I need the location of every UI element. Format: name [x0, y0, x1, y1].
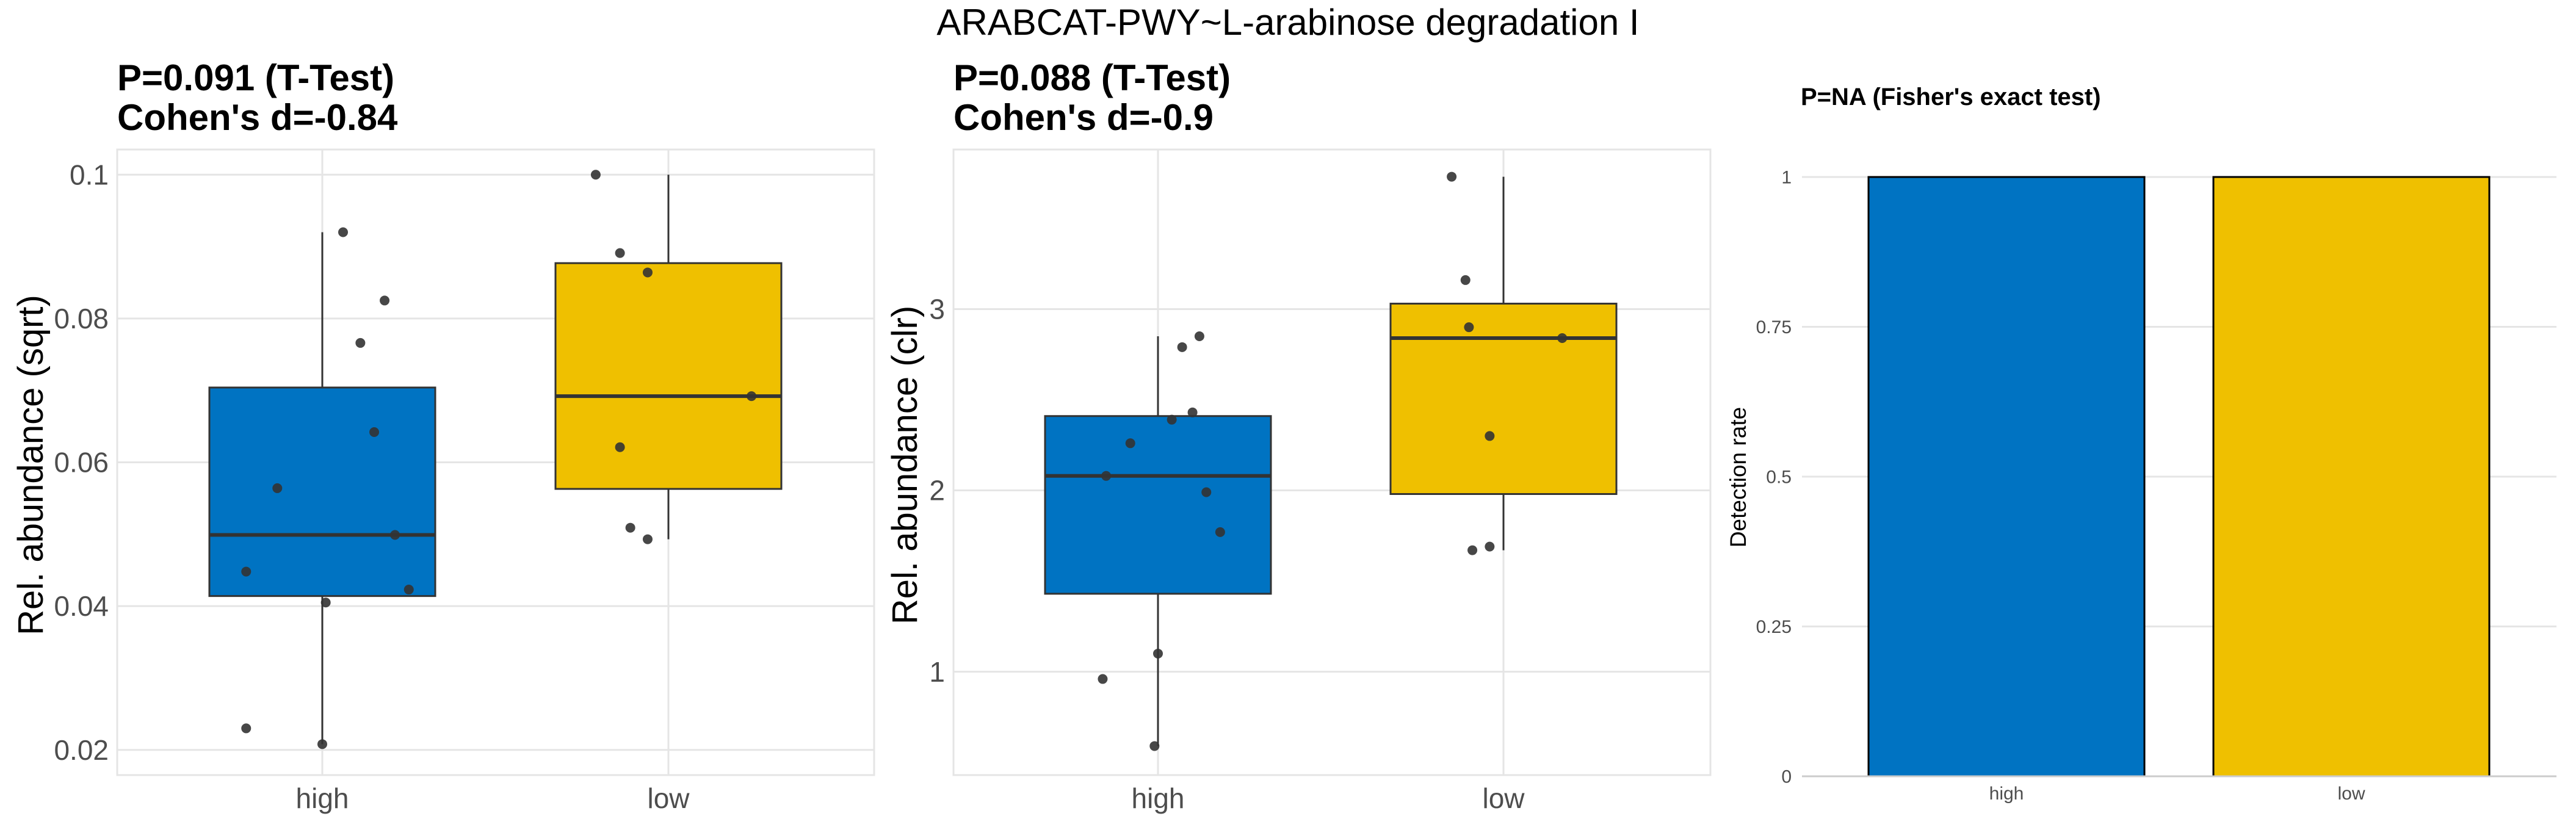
- panel-2-xtick-high: high: [1132, 782, 1185, 814]
- y-tick-label: 0.08: [54, 303, 109, 334]
- data-point-low: [1464, 322, 1474, 333]
- data-point-high: [1177, 342, 1187, 352]
- bar-low: [2212, 176, 2491, 778]
- panel-3-bars: [1867, 176, 2491, 778]
- y-tick-label: 1: [1781, 168, 1792, 188]
- y-tick-label: 1: [929, 656, 945, 688]
- panel-2-ylabel: Rel. abundance (clr): [885, 306, 925, 624]
- panel-3-xtick-high: high: [1989, 784, 2024, 804]
- data-point-low: [590, 170, 601, 180]
- data-point-low: [1460, 275, 1471, 285]
- data-point-high: [1149, 741, 1160, 751]
- data-point-high: [317, 739, 327, 749]
- data-point-low: [1467, 545, 1478, 555]
- data-point-high: [1194, 331, 1204, 342]
- data-point-low: [615, 442, 625, 452]
- data-point-high: [241, 566, 251, 577]
- data-point-high: [320, 597, 331, 608]
- panel-1-boxes: [208, 175, 783, 745]
- panel-2-y-axis: 1 2 3: [929, 294, 945, 688]
- data-point-high: [390, 530, 400, 540]
- data-point-high: [338, 227, 349, 237]
- panel-1-xtick-high: high: [296, 782, 349, 814]
- panel-2-title-line2: Cohen's d=-0.9: [953, 97, 1214, 138]
- data-point-high: [1167, 414, 1177, 425]
- data-point-high: [355, 337, 366, 348]
- panel-1-title-line2: Cohen's d=-0.84: [117, 97, 398, 138]
- data-point-high: [1101, 471, 1112, 481]
- panel-3-title: P=NA (Fisher's exact test): [1801, 84, 2101, 110]
- panel-2-title-line1: P=0.088 (T-Test): [953, 57, 1231, 98]
- data-point-low: [625, 522, 635, 533]
- data-point-low: [1557, 333, 1568, 343]
- y-tick-label: 2: [929, 475, 945, 507]
- panel-1-ylabel: Rel. abundance (sqrt): [11, 295, 51, 635]
- panel-1-points: [241, 170, 757, 749]
- data-point-low: [642, 534, 653, 544]
- box-high: [208, 386, 436, 597]
- data-point-high: [1187, 407, 1198, 417]
- panel-2-xtick-low: low: [1482, 782, 1525, 814]
- data-point-low: [642, 267, 653, 278]
- data-point-low: [615, 248, 625, 258]
- data-point-high: [380, 295, 390, 306]
- panel-2-points: [1098, 171, 1568, 751]
- data-point-high: [403, 585, 414, 595]
- panel-1-y-axis: 0.02 0.04 0.06 0.08 0.1: [54, 159, 109, 766]
- data-point-high: [1215, 527, 1225, 537]
- panel-2-boxes: [1044, 176, 1618, 746]
- box-low: [554, 262, 783, 490]
- y-tick-label: 0.25: [1756, 617, 1792, 637]
- y-tick-label: 0.75: [1756, 317, 1792, 337]
- panel-3-y-axis: 0 0.25 0.5 0.75 1: [1756, 168, 1792, 787]
- panel-3-ylabel: Detection rate: [1726, 407, 1751, 547]
- y-tick-label: 0.06: [54, 447, 109, 478]
- panel-1-plot-area: [116, 148, 875, 776]
- y-tick-label: 0.04: [54, 590, 109, 622]
- data-point-low: [1485, 541, 1495, 552]
- y-tick-label: 0: [1781, 767, 1792, 787]
- y-tick-label: 0.1: [70, 159, 109, 190]
- box-high: [1044, 415, 1272, 595]
- data-point-high: [369, 427, 380, 438]
- y-tick-label: 0.5: [1766, 467, 1792, 488]
- panel-1-title-line1: P=0.091 (T-Test): [117, 57, 394, 98]
- panel-1: P=0.091 (T-Test) Cohen's d=-0.84 Rel. ab…: [11, 57, 875, 814]
- panel-3-xtick-low: low: [2337, 784, 2365, 804]
- data-point-low: [747, 391, 757, 402]
- data-point-high: [1153, 648, 1163, 659]
- data-point-low: [1485, 431, 1495, 441]
- panel-2: P=0.088 (T-Test) Cohen's d=-0.9 Rel. abu…: [885, 57, 1712, 814]
- panel-3: P=NA (Fisher's exact test) Detection rat…: [1726, 84, 2556, 804]
- data-point-high: [272, 483, 283, 493]
- data-point-low: [1447, 171, 1457, 182]
- bar-high: [1867, 176, 2146, 778]
- figure-title: ARABCAT-PWY~L-arabinose degradation I: [936, 2, 1639, 43]
- data-point-high: [1098, 674, 1108, 684]
- y-tick-label: 0.02: [54, 734, 109, 766]
- panel-2-plot-area: [952, 148, 1712, 776]
- data-point-high: [241, 723, 251, 734]
- y-tick-label: 3: [929, 294, 945, 325]
- box-low: [1389, 303, 1618, 495]
- data-point-high: [1125, 438, 1135, 449]
- panel-1-xtick-low: low: [647, 782, 690, 814]
- data-point-high: [1201, 487, 1212, 497]
